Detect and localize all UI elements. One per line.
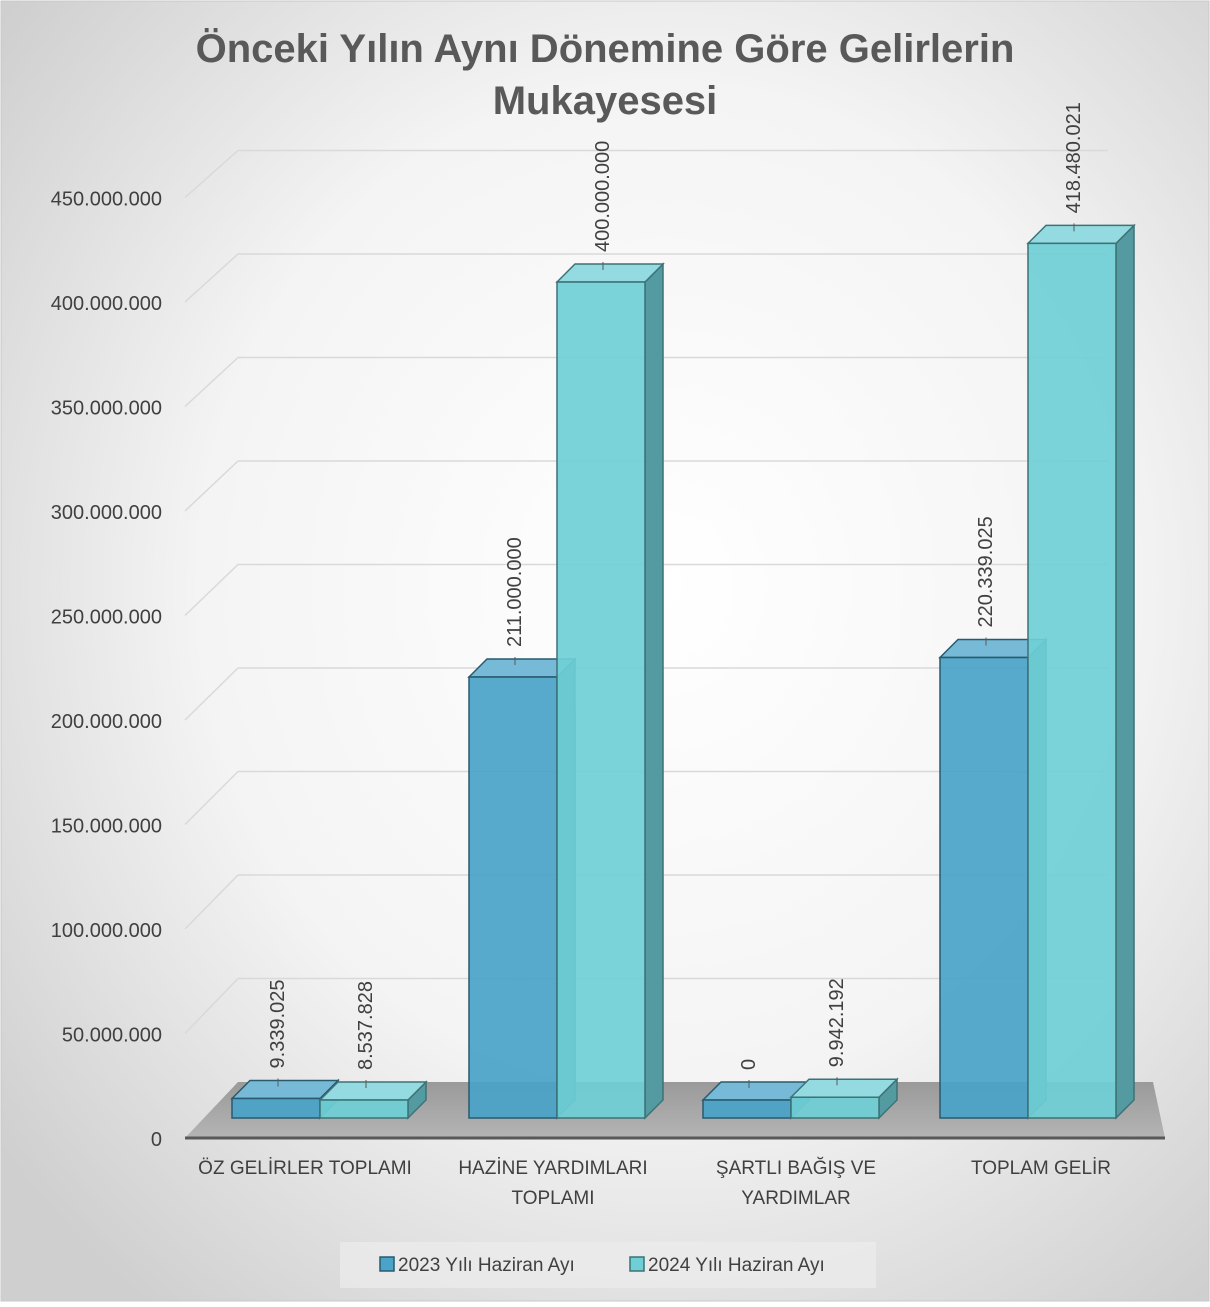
x-tick-label: TOPLAM GELİR: [971, 1158, 1111, 1179]
gridline-side: [184, 460, 239, 512]
bar-front: [1027, 242, 1117, 1119]
y-tick-label: 400.000.000: [51, 293, 162, 315]
chart-title-line: Mukayesesi: [493, 79, 718, 123]
y-tick-label: 350.000.000: [51, 398, 162, 420]
legend-swatch: [629, 1256, 645, 1272]
y-tick-label: 250.000.000: [51, 607, 162, 629]
legend-box: [340, 1242, 876, 1288]
gridline-side: [184, 977, 239, 1035]
data-label: 9.942.192: [826, 978, 848, 1067]
bar-front: [468, 676, 558, 1119]
bar-top: [555, 263, 665, 283]
gridline-side: [184, 253, 239, 303]
data-label: 8.537.828: [355, 981, 377, 1070]
y-tick-label: 200.000.000: [51, 711, 162, 733]
data-label: 211.000.000: [504, 537, 526, 647]
bar-front: [702, 1099, 792, 1119]
gridline-side: [184, 667, 239, 721]
y-tick-label: 0: [151, 1129, 162, 1151]
bar-top: [318, 1081, 428, 1101]
legend-label: 2024 Yılı Haziran Ayı: [648, 1255, 825, 1276]
bar-front: [319, 1099, 409, 1119]
y-tick-label: 450.000.000: [51, 189, 162, 211]
bar: [555, 262, 665, 1120]
y-tick-label: 50.000.000: [62, 1025, 162, 1047]
chart-title-line: Önceki Yılın Aynı Dönemine Göre Gelirler…: [196, 26, 1015, 71]
data-label: 9.339.025: [267, 979, 289, 1068]
bar-side: [644, 262, 664, 1120]
gridline-side: [184, 563, 239, 617]
y-tick-label: 100.000.000: [51, 920, 162, 942]
y-tick-label: 300.000.000: [51, 502, 162, 524]
gridline-side: [184, 770, 239, 826]
x-tick-label: HAZİNE YARDIMLARI: [458, 1158, 647, 1179]
data-label: 220.339.025: [975, 516, 997, 627]
bar: [318, 1080, 428, 1120]
bar: [230, 1078, 340, 1120]
bar: [701, 1080, 811, 1120]
gridline-side: [184, 874, 239, 930]
y-tick-label: 150.000.000: [51, 816, 162, 838]
gridline-side: [184, 149, 239, 199]
legend-label: 2023 Yılı Haziran Ayı: [398, 1255, 575, 1276]
bar-top: [1026, 224, 1136, 245]
x-tick-label: YARDIMLAR: [741, 1188, 850, 1209]
bar-side: [1115, 223, 1135, 1120]
legend-swatch: [379, 1256, 395, 1272]
bar: [789, 1077, 899, 1120]
data-label: 400.000.000: [592, 141, 614, 252]
bar-front: [231, 1097, 321, 1119]
bar-front: [939, 656, 1029, 1119]
bar-top: [789, 1078, 899, 1098]
x-tick-label: ŞARTLI BAĞIŞ VE: [716, 1157, 876, 1179]
bar-top: [230, 1079, 340, 1100]
chart-floor: [185, 1082, 1165, 1138]
gridline-side: [184, 356, 239, 408]
x-tick-label: TOPLAMI: [511, 1188, 594, 1209]
bar-front: [790, 1096, 880, 1119]
x-tick-label: ÖZ GELİRLER TOPLAMI: [198, 1158, 412, 1179]
bar-front: [556, 281, 646, 1119]
bar: [1026, 223, 1136, 1120]
data-label: 0: [738, 1059, 760, 1070]
data-label: 418.480.021: [1063, 102, 1085, 213]
